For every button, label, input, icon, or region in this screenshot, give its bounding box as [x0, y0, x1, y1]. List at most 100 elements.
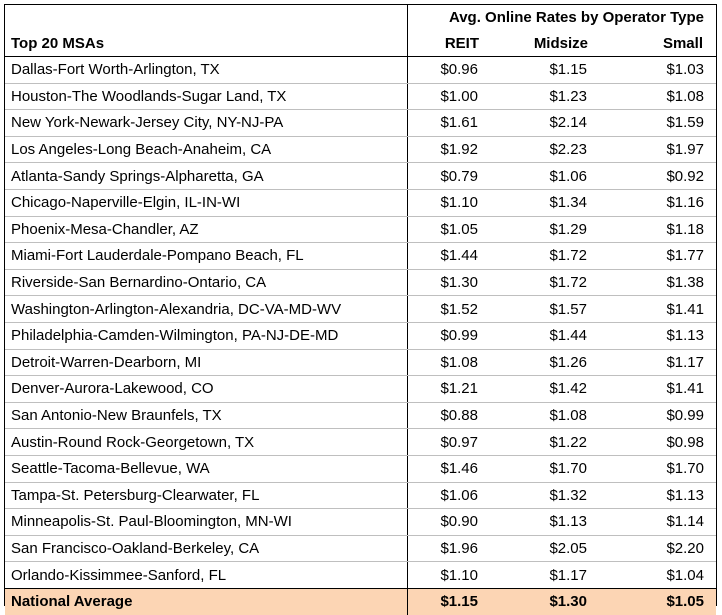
midsize-rate-cell: $1.23 — [509, 83, 616, 111]
table-row: Seattle-Tacoma-Bellevue, WA $1.46 $1.70 $1.… — [5, 455, 716, 483]
reit-rate-cell: $0.79 — [406, 162, 509, 190]
small-rate-cell: $1.03 — [616, 56, 716, 84]
small-rate-cell: $1.08 — [616, 83, 716, 111]
msa-name-cell: Denver-Aurora-Lakewood, CO — [5, 375, 407, 403]
header-row-group: Avg. Online Rates by Operator Type — [5, 5, 716, 31]
small-rate-cell: $1.18 — [616, 216, 716, 244]
msa-name-cell: New York-Newark-Jersey City, NY-NJ-PA — [5, 109, 407, 137]
small-rate-cell: $1.13 — [616, 322, 716, 350]
midsize-rate-cell: $1.44 — [509, 322, 616, 350]
small-rate-cell: $1.70 — [616, 455, 716, 483]
midsize-rate-cell: $2.05 — [509, 535, 616, 563]
msa-name-cell: Miami-Fort Lauderdale-Pompano Beach, FL — [5, 242, 407, 270]
reit-rate-cell: $1.44 — [406, 242, 509, 270]
reit-rate-cell: $0.90 — [406, 508, 509, 536]
msa-name-cell: Detroit-Warren-Dearborn, MI — [5, 349, 407, 377]
table-row: San Antonio-New Braunfels, TX $0.88 $1.08 $… — [5, 402, 716, 430]
column-header-midsize: Midsize — [509, 31, 616, 57]
reit-rate-cell: $0.88 — [406, 402, 509, 430]
reit-rate-cell: $1.00 — [406, 83, 509, 111]
operator-type-group-header: Avg. Online Rates by Operator Type — [406, 5, 716, 31]
midsize-rate-cell: $1.15 — [509, 56, 616, 84]
small-rate-cell: $1.04 — [616, 561, 716, 589]
msa-name-cell: Austin-Round Rock-Georgetown, TX — [5, 428, 407, 456]
table-row: Atlanta-Sandy Springs-Alpharetta, GA $0.7… — [5, 162, 716, 190]
table-row: Houston-The Woodlands-Sugar Land, TX $1.0… — [5, 83, 716, 111]
reit-rate-cell: $0.97 — [406, 428, 509, 456]
msa-name-cell: Houston-The Woodlands-Sugar Land, TX — [5, 83, 407, 111]
table-row: Riverside-San Bernardino-Ontario, CA $1.3… — [5, 269, 716, 297]
table-row: Dallas-Fort Worth-Arlington, TX $0.96 $1.1… — [5, 56, 716, 84]
msa-name-cell: Washington-Arlington-Alexandria, DC-VA-M… — [5, 295, 407, 323]
small-rate-cell: $0.92 — [616, 162, 716, 190]
midsize-rate-cell: $1.42 — [509, 375, 616, 403]
small-rate-cell: $0.98 — [616, 428, 716, 456]
msa-name-cell: Orlando-Kissimmee-Sanford, FL — [5, 561, 407, 589]
national-average-midsize: $1.30 — [509, 588, 616, 615]
small-rate-cell: $1.41 — [616, 375, 716, 403]
reit-rate-cell: $1.52 — [406, 295, 509, 323]
table-row: Tampa-St. Petersburg-Clearwater, FL $1.06… — [5, 482, 716, 510]
national-average-reit: $1.15 — [406, 588, 509, 615]
msa-name-cell: Seattle-Tacoma-Bellevue, WA — [5, 455, 407, 483]
midsize-rate-cell: $1.13 — [509, 508, 616, 536]
msa-name-cell: Phoenix-Mesa-Chandler, AZ — [5, 216, 407, 244]
msa-name-cell: Riverside-San Bernardino-Ontario, CA — [5, 269, 407, 297]
msa-name-cell: San Francisco-Oakland-Berkeley, CA — [5, 535, 407, 563]
table-row: Austin-Round Rock-Georgetown, TX $0.97 $1.… — [5, 428, 716, 456]
small-rate-cell: $1.14 — [616, 508, 716, 536]
midsize-rate-cell: $1.22 — [509, 428, 616, 456]
msa-name-cell: Los Angeles-Long Beach-Anaheim, CA — [5, 136, 407, 164]
reit-rate-cell: $1.08 — [406, 349, 509, 377]
midsize-rate-cell: $1.06 — [509, 162, 616, 190]
table-row: Miami-Fort Lauderdale-Pompano Beach, FL $… — [5, 242, 716, 270]
small-rate-cell: $0.99 — [616, 402, 716, 430]
msa-name-cell: Dallas-Fort Worth-Arlington, TX — [5, 56, 407, 84]
reit-rate-cell: $1.05 — [406, 216, 509, 244]
reit-rate-cell: $0.96 — [406, 56, 509, 84]
small-rate-cell: $1.77 — [616, 242, 716, 270]
reit-rate-cell: $1.61 — [406, 109, 509, 137]
msa-name-cell: Chicago-Naperville-Elgin, IL-IN-WI — [5, 189, 407, 217]
table-row: New York-Newark-Jersey City, NY-NJ-PA $1.… — [5, 109, 716, 137]
national-average-small: $1.05 — [616, 588, 716, 615]
msa-name-cell: Minneapolis-St. Paul-Bloomington, MN-WI — [5, 508, 407, 536]
table-row: Phoenix-Mesa-Chandler, AZ $1.05 $1.29 $1.18 — [5, 216, 716, 244]
msa-name-cell: Atlanta-Sandy Springs-Alpharetta, GA — [5, 162, 407, 190]
table-row: Orlando-Kissimmee-Sanford, FL $1.10 $1.17 $… — [5, 561, 716, 589]
midsize-rate-cell: $1.08 — [509, 402, 616, 430]
table-row: Los Angeles-Long Beach-Anaheim, CA $1.92 $… — [5, 136, 716, 164]
national-average-label: National Average — [5, 588, 407, 615]
header-blank-cell — [5, 5, 407, 31]
small-rate-cell: $1.13 — [616, 482, 716, 510]
reit-rate-cell: $1.10 — [406, 189, 509, 217]
reit-rate-cell: $1.46 — [406, 455, 509, 483]
midsize-rate-cell: $1.29 — [509, 216, 616, 244]
national-average-row: National Average $1.15 $1.30 $1.05 — [5, 588, 716, 615]
reit-rate-cell: $1.10 — [406, 561, 509, 589]
midsize-rate-cell: $1.72 — [509, 242, 616, 270]
midsize-rate-cell: $1.26 — [509, 349, 616, 377]
small-rate-cell: $1.41 — [616, 295, 716, 323]
msa-name-cell: Tampa-St. Petersburg-Clearwater, FL — [5, 482, 407, 510]
table-row: Philadelphia-Camden-Wilmington, PA-NJ-DE… — [5, 322, 716, 350]
column-header-small: Small — [616, 31, 716, 57]
small-rate-cell: $1.97 — [616, 136, 716, 164]
reit-rate-cell: $1.06 — [406, 482, 509, 510]
midsize-rate-cell: $1.32 — [509, 482, 616, 510]
small-rate-cell: $2.20 — [616, 535, 716, 563]
midsize-rate-cell: $1.70 — [509, 455, 616, 483]
column-header-msa: Top 20 MSAs — [5, 31, 407, 57]
table-row: Chicago-Naperville-Elgin, IL-IN-WI $1.10 $… — [5, 189, 716, 217]
msa-name-cell: San Antonio-New Braunfels, TX — [5, 402, 407, 430]
header-row-columns: Top 20 MSAs REIT Midsize Small — [5, 31, 716, 57]
small-rate-cell: $1.17 — [616, 349, 716, 377]
midsize-rate-cell: $2.14 — [509, 109, 616, 137]
reit-rate-cell: $1.92 — [406, 136, 509, 164]
small-rate-cell: $1.38 — [616, 269, 716, 297]
table-row: San Francisco-Oakland-Berkeley, CA $1.96 $… — [5, 535, 716, 563]
table-row: Denver-Aurora-Lakewood, CO $1.21 $1.42 $1.4… — [5, 375, 716, 403]
table-body: Dallas-Fort Worth-Arlington, TX $0.96 $1.1… — [5, 56, 716, 589]
rates-table-frame: Avg. Online Rates by Operator Type Top 2… — [4, 4, 717, 615]
table-footer: National Average $1.15 $1.30 $1.05 — [5, 588, 716, 615]
